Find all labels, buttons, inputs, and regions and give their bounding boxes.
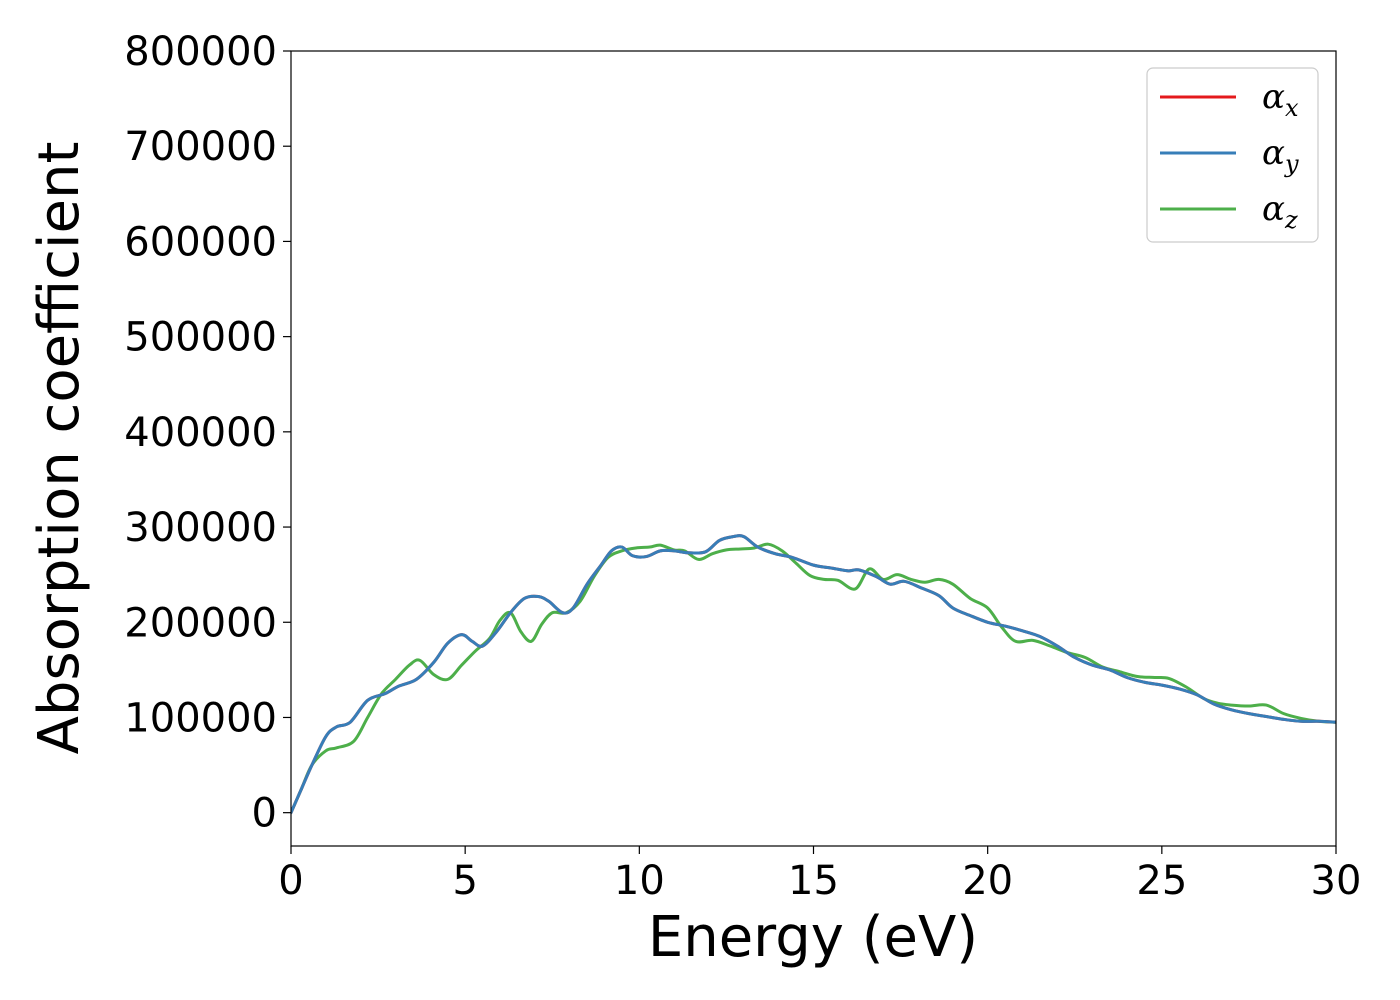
legend-label-y: αy: [1262, 133, 1299, 178]
y-tick-label: 500000: [124, 315, 277, 361]
y-axis-title: Absorption coefficient: [27, 142, 92, 755]
legend-label-z: αz: [1262, 189, 1298, 234]
legend-label-subscript: y: [1284, 150, 1299, 178]
series-line-αy: [291, 534, 1336, 815]
x-tick-label: 30: [1311, 858, 1362, 904]
legend-label-symbol: α: [1262, 133, 1285, 173]
y-tick-label: 800000: [124, 29, 277, 75]
legend-label-x: αx: [1262, 77, 1299, 122]
legend-label-subscript: x: [1285, 94, 1299, 122]
legend-box: [1146, 67, 1319, 243]
x-tick-label: 10: [614, 858, 665, 904]
x-tick-label: 15: [788, 858, 839, 904]
y-tick-label: 0: [252, 791, 277, 837]
y-axis-ticks: 0 100000 200000 300000 400000 500000 600000 700…: [124, 29, 291, 837]
legend-label-symbol: α: [1262, 77, 1285, 117]
x-tick-label: 0: [278, 858, 303, 904]
x-axis-title: Energy (eV): [648, 905, 978, 970]
x-axis-ticks: 0 5 10 15 20 25 30: [278, 846, 1361, 904]
series-line-αz: [291, 542, 1336, 815]
y-tick-label: 600000: [124, 219, 277, 265]
y-tick-label: 200000: [124, 600, 277, 646]
series-lines: [291, 534, 1336, 815]
x-tick-label: 20: [962, 858, 1013, 904]
y-tick-label: 300000: [124, 505, 277, 551]
legend-label-symbol: α: [1262, 189, 1285, 229]
y-tick-label: 400000: [124, 410, 277, 456]
y-tick-label: 100000: [124, 695, 277, 741]
legend-label-subscript: z: [1284, 206, 1298, 234]
y-tick-label: 700000: [124, 124, 277, 170]
x-tick-label: 25: [1136, 858, 1187, 904]
x-tick-label: 5: [452, 858, 477, 904]
